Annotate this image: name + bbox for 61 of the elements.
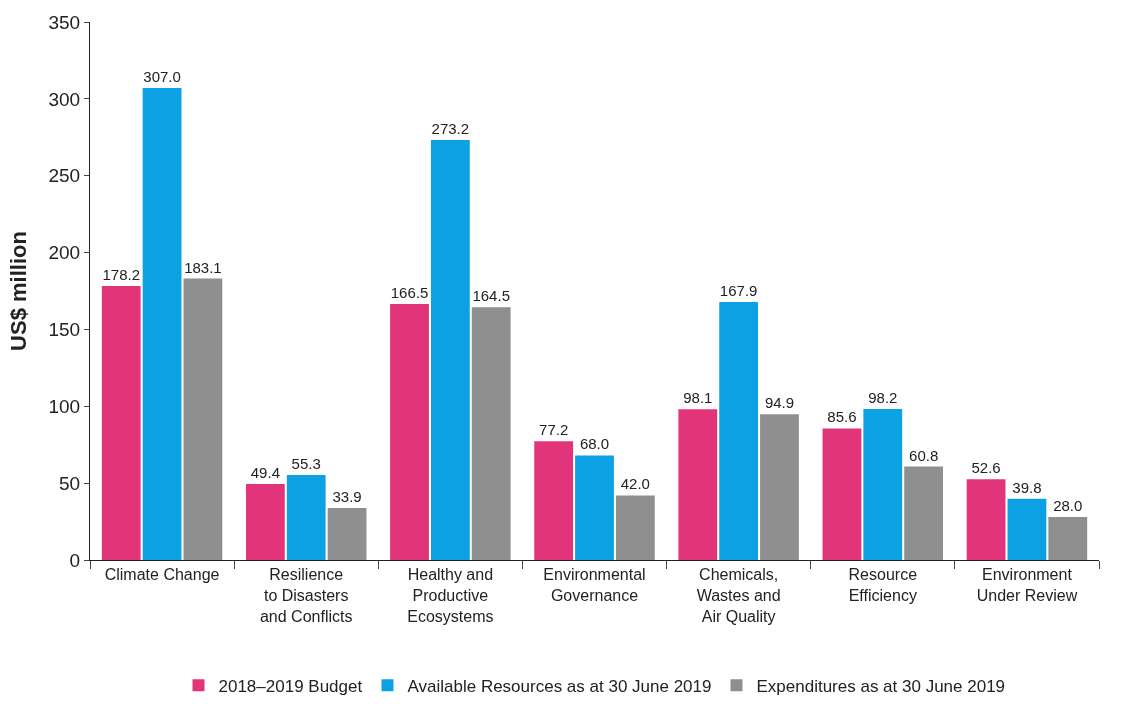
x-tick-label: Healthy and Productive Ecosystems: [407, 566, 494, 625]
bar: [471, 307, 511, 560]
bar: [863, 409, 903, 560]
bar: [430, 140, 470, 560]
x-tick-label: Climate Change: [104, 566, 220, 584]
data-label: 94.9: [764, 394, 795, 412]
y-tick-label: 350: [48, 11, 81, 33]
bar: [575, 455, 614, 560]
y-tick-label: 150: [48, 319, 81, 341]
data-label: 77.2: [539, 421, 569, 439]
bar: [904, 466, 944, 560]
x-tick-label: Resilience to Disasters and Conflicts: [259, 566, 353, 625]
bar: [245, 484, 285, 560]
bar: [183, 278, 223, 560]
legend-label: 2018–2019 Budget: [218, 676, 363, 696]
data-label: 167.9: [719, 281, 758, 299]
x-tick-label: Environmental Governance: [543, 566, 646, 604]
y-tick-label: 50: [59, 472, 81, 494]
y-axis-title: US$ million: [6, 231, 32, 351]
bar: [966, 479, 1006, 560]
data-label: 49.4: [250, 464, 280, 482]
data-label: 68.0: [579, 435, 610, 453]
y-tick-label: 300: [48, 88, 81, 110]
bar: [390, 304, 429, 560]
data-label: 183.1: [184, 258, 222, 276]
data-label: 60.8: [909, 446, 939, 464]
data-label: 273.2: [431, 120, 470, 138]
data-label: 178.2: [102, 266, 140, 284]
x-tick-label: Environment Under Review: [976, 566, 1078, 604]
data-label: 28.0: [1053, 496, 1083, 514]
legend-label: Expenditures as at 30 June 2019: [756, 676, 1006, 696]
data-label: 85.6: [827, 408, 857, 426]
bar: [286, 475, 326, 560]
y-tick-label: 0: [69, 549, 81, 571]
data-label: 166.5: [390, 284, 429, 302]
bar: [678, 409, 718, 560]
data-label: 98.1: [683, 389, 713, 407]
bar: [101, 286, 141, 560]
data-label: 98.2: [868, 389, 898, 407]
data-label: 307.0: [143, 68, 181, 86]
bar: [1048, 516, 1088, 560]
legend-label: Available Resources as at 30 June 2019: [407, 676, 712, 696]
bar: [719, 301, 759, 560]
data-label: 39.8: [1012, 478, 1042, 496]
x-tick-label: Resource Efficiency: [848, 566, 918, 604]
bar: [615, 495, 655, 560]
bar: [1007, 498, 1047, 560]
data-label: 42.0: [620, 475, 650, 493]
data-label: 164.5: [472, 287, 510, 305]
bar: [142, 88, 182, 560]
bar: [327, 507, 367, 560]
y-tick-label: 200: [48, 242, 81, 264]
bar: [534, 441, 574, 560]
data-label: 33.9: [332, 487, 362, 505]
y-tick-label: 250: [48, 165, 81, 187]
data-label: 52.6: [971, 459, 1001, 477]
bar: [822, 428, 862, 560]
x-tick-label: Chemicals, Wastes and Air Quality: [696, 566, 781, 625]
y-tick-label: 100: [48, 395, 81, 417]
data-label: 55.3: [291, 455, 321, 472]
bar: [760, 414, 799, 560]
